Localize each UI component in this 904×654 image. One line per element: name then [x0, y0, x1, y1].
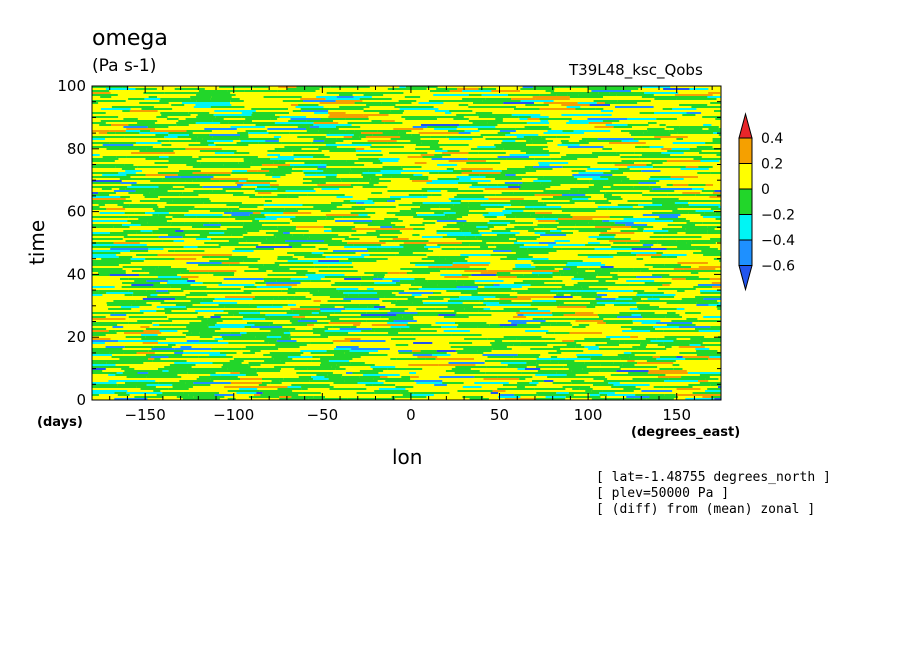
colorbar-box	[738, 188, 753, 215]
colorbar-extend-top	[738, 112, 753, 139]
x-axis-label: lon	[392, 445, 423, 469]
colorbar: 0.4 0.2 0 −0.2 −0.4 −0.6	[738, 112, 795, 292]
colorbar-box	[738, 214, 753, 241]
x-tick-label: 100	[574, 406, 603, 424]
x-axis: −150 −100 −50 0 50 100 150	[91, 86, 713, 424]
note-anomaly: [ (diff) from (mean) zonal ]	[596, 502, 816, 517]
chart-title: omega	[92, 26, 168, 51]
chart-units: (Pa s-1)	[92, 56, 157, 76]
y-axis-unit: (days)	[37, 415, 83, 430]
x-tick-label: −100	[213, 406, 254, 424]
colorbar-label: 0.2	[761, 157, 783, 173]
note-pressure-level: [ plev=50000 Pa ]	[596, 486, 730, 501]
x-tick-label: 150	[662, 406, 691, 424]
y-axis: 0 20 40 60 80 100	[57, 77, 721, 409]
x-tick-label: −150	[125, 406, 166, 424]
colorbar-label: −0.4	[761, 233, 795, 249]
colorbar-label: −0.2	[761, 208, 795, 224]
y-tick-label: 100	[57, 77, 86, 95]
colorbar-extend-bottom	[738, 265, 753, 292]
y-tick-label: 20	[67, 328, 86, 346]
x-tick-label: 50	[490, 406, 509, 424]
y-tick-label: 0	[76, 391, 86, 409]
heatmap-field	[92, 86, 721, 400]
x-axis-unit: (degrees_east)	[631, 425, 741, 440]
colorbar-box	[738, 239, 753, 266]
x-tick-label: 0	[406, 406, 416, 424]
run-label: T39L48_ksc_Qobs	[569, 61, 703, 79]
x-tick-label: −50	[307, 406, 339, 424]
y-tick-label: 40	[67, 265, 86, 283]
y-tick-label: 60	[67, 203, 86, 221]
colorbar-label: 0.4	[761, 131, 783, 147]
note-latitude: [ lat=-1.48755 degrees_north ]	[596, 470, 831, 485]
colorbar-label: −0.6	[761, 259, 795, 275]
colorbar-label: 0	[761, 182, 770, 198]
colorbar-box	[738, 137, 753, 164]
y-tick-label: 80	[67, 140, 86, 158]
colorbar-box	[738, 163, 753, 190]
